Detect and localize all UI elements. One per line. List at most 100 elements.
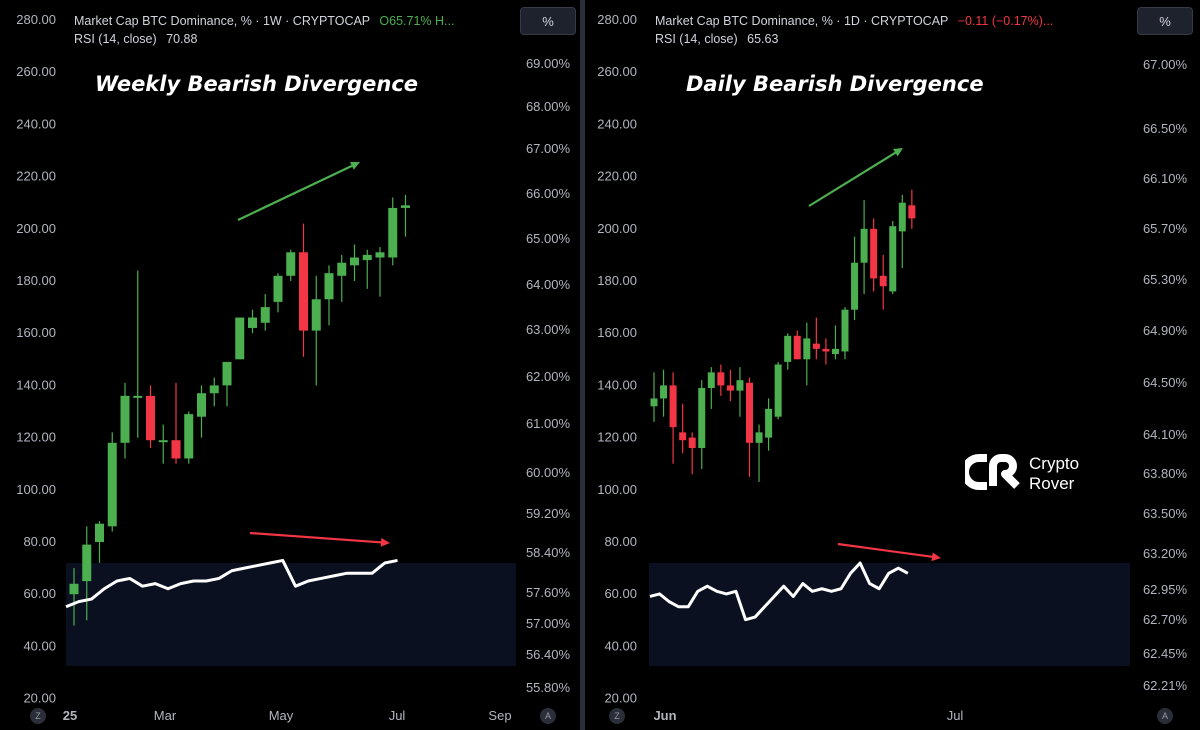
weekly-chart-canvas[interactable]: 280.00 260.00 240.00 220.00 200.00 180.00 160.…	[0, 0, 580, 730]
weekly-x-axis-tick: 25	[63, 708, 77, 723]
daily-candle-body	[736, 380, 744, 391]
daily-chart-panel[interactable]: 280.00 260.00 240.00 220.00 200.00 180.00 160.…	[585, 0, 1200, 730]
auto-scale-icon[interactable]: A	[540, 708, 556, 724]
daily-x-axis-tick: Jun	[653, 708, 676, 723]
weekly-candle-body	[337, 262, 347, 276]
daily-left-axis-tick: 160.00	[597, 325, 637, 340]
weekly-right-axis-tick: 56.40%	[526, 647, 571, 662]
daily-right-axis-tick: 63.20%	[1143, 546, 1188, 561]
weekly-candle-body	[248, 317, 257, 328]
weekly-candle-body	[184, 414, 194, 459]
panel-divider[interactable]	[580, 0, 585, 730]
daily-left-axis-tick: 240.00	[597, 116, 637, 131]
crypto-rover-logo-icon	[965, 454, 1020, 490]
percent-scale-button[interactable]: %	[520, 7, 576, 35]
weekly-x-axis-tick: Jul	[389, 708, 406, 723]
weekly-candle-body	[299, 252, 308, 331]
weekly-right-axis-tick: 68.00%	[526, 99, 571, 114]
daily-candle-body	[889, 226, 897, 292]
zoom-icon-daily[interactable]: Z	[609, 708, 625, 724]
daily-candle-body	[755, 432, 763, 443]
daily-rsi-trend-arrow-head	[931, 552, 941, 562]
daily-left-axis-tick: 80.00	[604, 534, 637, 549]
weekly-price-trend-arrow	[237, 162, 357, 221]
weekly-right-axis-tick: 66.00%	[526, 186, 571, 201]
daily-rsi-trend-arrow	[837, 542, 938, 559]
weekly-price-trend-arrow-head	[350, 161, 360, 170]
weekly-candle-body	[362, 254, 372, 261]
weekly-rsi-label: RSI (14, close)	[74, 32, 157, 46]
daily-right-axis-tick: 66.10%	[1143, 171, 1188, 186]
crypto-rover-logo: Crypto Rover	[965, 452, 1085, 497]
daily-left-axis-tick: 60.00	[604, 586, 637, 601]
weekly-rsi-trend-arrow	[249, 531, 387, 544]
daily-candle-body	[746, 382, 753, 443]
weekly-left-axis-tick: 200.00	[16, 221, 56, 236]
daily-left-axis-tick: 140.00	[597, 377, 637, 392]
weekly-rsi-line	[65, 558, 398, 609]
daily-chart-title: Daily Bearish Divergence	[686, 72, 984, 96]
daily-right-axis-tick: 62.70%	[1143, 612, 1188, 627]
daily-x-axis-tick: Jul	[947, 708, 964, 723]
weekly-right-axis-tick: 69.00%	[526, 56, 571, 71]
daily-candle-body	[870, 228, 878, 279]
weekly-candle-body	[82, 544, 92, 582]
daily-candle-body	[688, 437, 696, 449]
daily-right-axis-tick: 62.21%	[1143, 678, 1188, 693]
zoom-icon[interactable]: Z	[30, 708, 46, 724]
daily-chart-canvas[interactable]: 280.00 260.00 240.00 220.00 200.00 180.00 160.…	[585, 0, 1200, 730]
daily-candle-body	[660, 385, 668, 399]
weekly-x-axis-tick: Sep	[488, 708, 511, 723]
weekly-candle-body	[197, 393, 206, 417]
daily-candle-body	[908, 205, 916, 219]
weekly-candle-body	[133, 395, 143, 398]
weekly-candle-body	[286, 252, 296, 276]
daily-candle-body	[898, 202, 906, 232]
daily-right-axis-tick: 64.90%	[1143, 323, 1188, 338]
weekly-candle-body	[222, 361, 232, 386]
weekly-left-axis-tick: 160.00	[16, 325, 56, 340]
daily-rsi-label: RSI (14, close)	[655, 32, 738, 46]
weekly-right-axis-tick: 58.40%	[526, 545, 571, 560]
weekly-right-axis-tick: 64.00%	[526, 277, 571, 292]
weekly-left-axis-tick: 280.00	[16, 12, 56, 27]
weekly-candle-body	[69, 583, 79, 595]
daily-chart-header: Market Cap BTC Dominance, % · 1D · CRYPT…	[655, 12, 1053, 48]
weekly-left-axis-tick: 80.00	[23, 534, 56, 549]
daily-candle-body	[765, 408, 773, 438]
daily-rsi-line	[649, 561, 909, 622]
daily-left-axis-tick: 20.00	[604, 691, 637, 706]
daily-candle-body	[812, 343, 820, 349]
daily-right-axis-tick: 62.45%	[1143, 646, 1188, 661]
weekly-candle-body	[273, 275, 283, 302]
daily-price-trend-arrow	[808, 149, 901, 207]
daily-candle-body	[860, 228, 868, 263]
weekly-right-axis-tick: 60.00%	[526, 465, 571, 480]
weekly-chart-panel[interactable]: 280.00 260.00 240.00 220.00 200.00 180.00 160.…	[0, 0, 580, 730]
weekly-symbol-label: Market Cap BTC Dominance, % · 1W · CRYPT…	[74, 14, 370, 28]
weekly-right-axis-tick: 63.00%	[526, 322, 571, 337]
daily-candle-body	[822, 348, 830, 352]
weekly-left-axis-tick: 120.00	[16, 430, 56, 445]
weekly-candle-body	[324, 273, 334, 300]
daily-rsi-value: 65.63	[747, 32, 779, 46]
weekly-left-axis-tick: 100.00	[16, 482, 56, 497]
weekly-rsi-trend-arrow-head	[380, 538, 390, 547]
daily-candle-body	[650, 398, 658, 407]
weekly-candle-body	[209, 385, 219, 394]
weekly-candle-body	[158, 440, 168, 443]
auto-scale-icon-daily[interactable]: A	[1157, 708, 1173, 724]
daily-right-axis-tick: 64.50%	[1143, 375, 1188, 390]
percent-scale-button-daily[interactable]: %	[1137, 7, 1193, 35]
daily-candle-body	[793, 335, 801, 360]
weekly-x-axis-tick: Mar	[154, 708, 177, 723]
weekly-left-axis-tick: 240.00	[16, 116, 56, 131]
daily-candle-body	[879, 275, 887, 287]
weekly-right-axis-tick: 61.00%	[526, 416, 571, 431]
daily-candle-body	[803, 338, 811, 360]
weekly-candle-body	[401, 205, 410, 208]
weekly-left-axis-tick: 140.00	[16, 377, 56, 392]
daily-left-axis-tick: 40.00	[604, 638, 637, 653]
daily-candle-body	[698, 388, 706, 449]
daily-left-axis-tick: 200.00	[597, 221, 637, 236]
